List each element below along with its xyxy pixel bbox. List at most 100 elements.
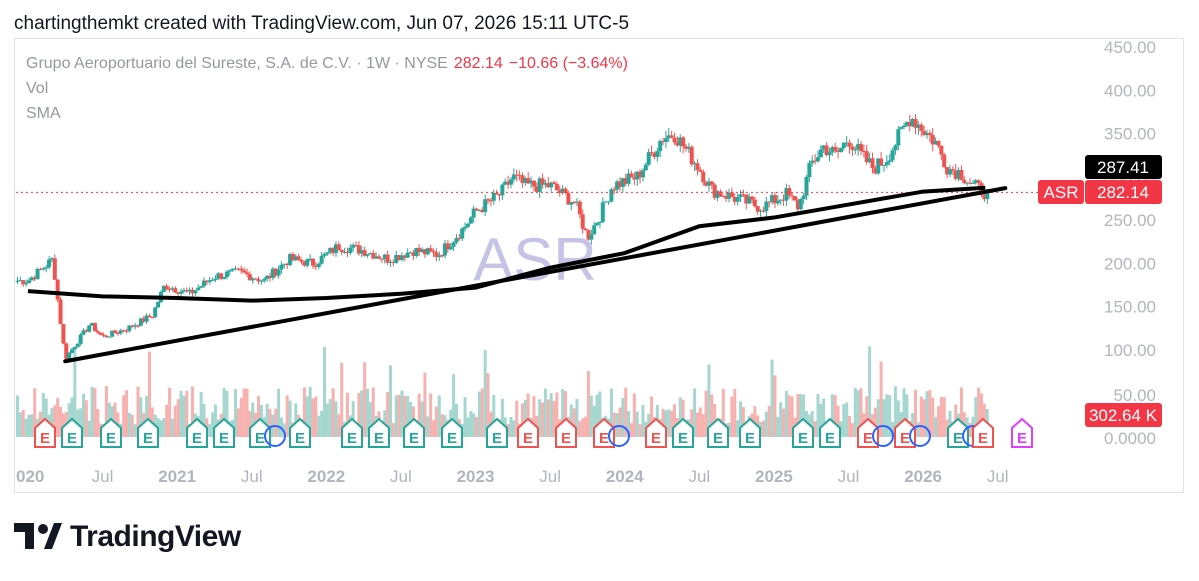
chart-panel[interactable]: [14, 38, 1184, 493]
volume-bar: [368, 402, 372, 437]
vol-indicator-label[interactable]: Vol: [26, 80, 49, 97]
candle: [227, 269, 232, 276]
candle: [290, 251, 295, 262]
volume-bar: [397, 394, 401, 437]
earnings-marker[interactable]: E: [441, 417, 463, 448]
volume-bar: [678, 397, 682, 437]
candle: [600, 197, 605, 223]
volume-axis-tick: 0.0000: [1104, 429, 1156, 448]
volume-bar: [704, 390, 708, 437]
volume-bar: [836, 405, 840, 437]
candle: [399, 252, 404, 262]
candle: [135, 324, 140, 328]
volume-bar: [182, 395, 186, 437]
earnings-marker[interactable]: E: [645, 417, 667, 448]
candle: [514, 169, 519, 182]
volume-bar: [936, 406, 940, 437]
price-axis: 450.00400.00350.00300.00250.00200.00150.…: [1104, 38, 1156, 448]
candle: [821, 145, 826, 154]
volume-bar: [56, 397, 60, 437]
earnings-marker[interactable]: E: [34, 417, 56, 448]
candle: [844, 136, 849, 147]
candle: [325, 252, 330, 256]
earnings-marker[interactable]: E: [819, 417, 841, 448]
volume-bar: [830, 394, 834, 437]
volume-bar: [598, 391, 602, 437]
candle: [70, 347, 75, 354]
symbol-legend[interactable]: Grupo Aeroportuario del Sureste, S.A. de…: [26, 55, 628, 73]
candle: [190, 287, 195, 297]
candle: [506, 175, 511, 189]
candle: [663, 130, 668, 148]
candle: [276, 265, 281, 279]
earnings-marker[interactable]: E: [186, 417, 208, 448]
candle: [362, 246, 367, 257]
volume-bar: [328, 399, 332, 437]
earnings-marker[interactable]: E: [555, 417, 577, 448]
earnings-marker[interactable]: E: [213, 417, 235, 448]
candle: [359, 245, 364, 258]
volume-bar: [285, 395, 289, 437]
sma-indicator-label[interactable]: SMA: [26, 105, 61, 122]
earnings-marker[interactable]: E: [289, 417, 311, 448]
candle: [976, 179, 981, 187]
volume-bar: [739, 401, 743, 437]
earnings-marker[interactable]: E: [486, 417, 508, 448]
volume-bar: [802, 394, 806, 437]
earnings-marker[interactable]: E: [972, 417, 994, 448]
candle: [351, 242, 356, 252]
trend-line[interactable]: [63, 186, 1008, 364]
candle: [431, 248, 436, 257]
volume-bar: [782, 408, 786, 437]
candle: [379, 258, 384, 263]
volume-bar: [475, 416, 479, 437]
volume-bar: [876, 399, 880, 437]
candle: [902, 122, 907, 130]
volume-bar: [813, 421, 817, 437]
earnings-marker[interactable]: E: [368, 417, 390, 448]
earnings-marker[interactable]: E: [403, 417, 425, 448]
dividend-marker-icon[interactable]: [608, 425, 630, 447]
volume-bar: [819, 403, 823, 437]
candle: [554, 181, 559, 191]
volume-bar: [162, 418, 166, 437]
earnings-marker[interactable]: E: [137, 417, 159, 448]
earnings-marker[interactable]: E: [707, 417, 729, 448]
volume-bar: [796, 393, 800, 437]
symbol-tag-text: ASR: [1044, 183, 1079, 202]
candle: [354, 241, 359, 247]
candle: [161, 285, 166, 293]
candle: [557, 185, 562, 197]
candle: [864, 144, 869, 165]
volume-bar: [853, 388, 857, 437]
earnings-marker[interactable]: E: [739, 417, 761, 448]
svg-text:E: E: [295, 430, 305, 447]
candle: [38, 267, 43, 270]
volume-bar: [919, 396, 923, 437]
volume-bar: [695, 412, 699, 437]
earnings-marker[interactable]: E: [792, 417, 814, 448]
earnings-marker[interactable]: E: [517, 417, 539, 448]
candle: [784, 183, 789, 206]
candle: [299, 258, 304, 265]
earnings-marker[interactable]: E: [100, 417, 122, 448]
volume-bar: [942, 397, 946, 437]
earnings-marker[interactable]: E: [341, 417, 363, 448]
volume-bar: [406, 395, 410, 437]
candle: [181, 287, 186, 294]
dividend-marker-icon[interactable]: [264, 425, 286, 447]
candle: [267, 272, 272, 282]
candle: [104, 335, 109, 338]
earnings-marker[interactable]: E: [1011, 417, 1033, 448]
volume-bar: [922, 399, 926, 437]
candle: [311, 258, 316, 269]
volume-bar: [753, 406, 757, 437]
candle: [113, 329, 118, 334]
earnings-marker[interactable]: E: [672, 417, 694, 448]
candle: [47, 256, 52, 270]
dividend-marker-icon[interactable]: [872, 425, 894, 447]
earnings-marker[interactable]: E: [61, 417, 83, 448]
candle: [508, 177, 513, 189]
dividend-marker-icon[interactable]: [909, 425, 931, 447]
